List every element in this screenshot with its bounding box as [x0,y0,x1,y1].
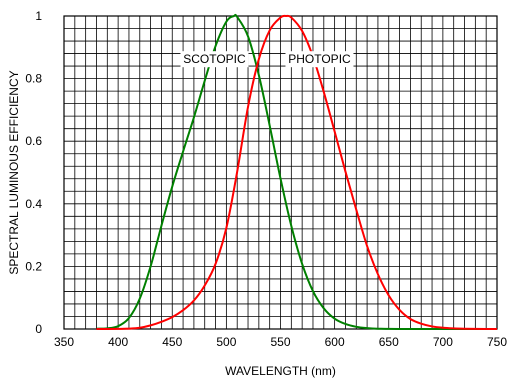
y-tick-label: 0.6 [25,134,42,148]
x-tick-label: 500 [216,335,236,349]
x-tick-label: 650 [379,335,399,349]
y-tick-label: 0.8 [25,72,42,86]
annotations: SCOTOPIC PHOTOPIC [180,51,354,68]
x-tick-label: 350 [54,335,74,349]
x-tick-labels: 350 400 450 500 550 600 650 700 750 [54,335,507,349]
annotation-label: SCOTOPIC [183,52,246,66]
x-tick-label: 550 [270,335,290,349]
series-line-photopic [96,14,498,330]
series-line-scotopic [96,13,497,331]
y-tick-label: 0.4 [25,197,42,211]
y-tick-label: 1 [35,9,42,23]
plot-frame [63,15,498,330]
curves [96,13,498,331]
x-axis-label: WAVELENGTH (nm) [225,364,336,378]
y-axis-label: SPECTRAL LUMINOUS EFFICIENCY [7,70,21,274]
x-tick-label: 600 [325,335,345,349]
y-tick-label: 0.2 [25,259,42,273]
grid [63,15,498,330]
x-tick-label: 700 [433,335,453,349]
x-tick-label: 450 [162,335,182,349]
x-tick-label: 400 [108,335,128,349]
y-tick-labels: 0 0.2 0.4 0.6 0.8 1 [25,9,42,336]
annotation-box [285,51,354,68]
annotation-label: PHOTOPIC [288,52,351,66]
y-tick-label: 0 [35,322,42,336]
annotation-box [180,51,249,68]
x-tick-label: 750 [487,335,507,349]
